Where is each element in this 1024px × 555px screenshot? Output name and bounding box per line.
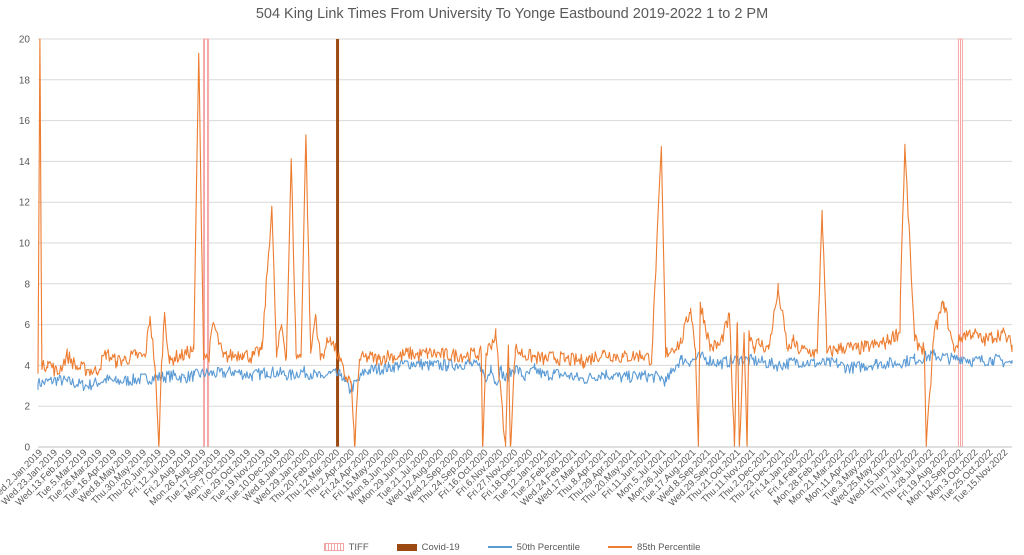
legend-item-tiff: TIFF	[323, 541, 369, 553]
legend-item-50th: 50th Percentile	[487, 541, 581, 553]
legend-label-covid: Covid-19	[421, 541, 460, 553]
legend-swatch-covid	[396, 543, 417, 551]
y-tick-label: 18	[19, 75, 31, 86]
legend-label-85th: 85th Percentile	[637, 541, 701, 553]
y-tick-label: 4	[24, 361, 30, 372]
legend: TIFF Covid-19 50th Percentile 85th Perce…	[0, 540, 1024, 554]
y-tick-label: 20	[19, 35, 31, 46]
event-band-covid-19	[336, 39, 340, 447]
legend-swatch-tiff	[323, 543, 344, 551]
y-tick-label: 12	[19, 198, 31, 209]
y-tick-label: 0	[24, 443, 30, 454]
series-lines	[37, 38, 1013, 448]
gridlines	[38, 38, 1012, 448]
y-tick-label: 16	[19, 116, 31, 127]
y-tick-label: 2	[24, 402, 30, 413]
event-band-tiff	[957, 38, 963, 448]
legend-swatch-50th	[487, 546, 512, 548]
legend-label-tiff: TIFF	[348, 541, 369, 553]
legend-item-85th: 85th Percentile	[608, 542, 700, 553]
event-band-tiff	[203, 38, 210, 448]
y-tick-label: 8	[24, 279, 30, 290]
legend-swatch-85th	[608, 546, 633, 548]
y-tick-label: 6	[24, 320, 30, 331]
legend-label-50th: 50th Percentile	[516, 541, 581, 553]
series-line-85th-percentile	[37, 38, 1013, 448]
y-tick-label: 10	[19, 239, 31, 250]
chart-title: 504 King Link Times From University To Y…	[255, 6, 769, 22]
legend-item-covid: Covid-19	[396, 541, 460, 553]
y-tick-label: 14	[19, 157, 31, 168]
series-line-50th-percentile	[37, 349, 1013, 395]
